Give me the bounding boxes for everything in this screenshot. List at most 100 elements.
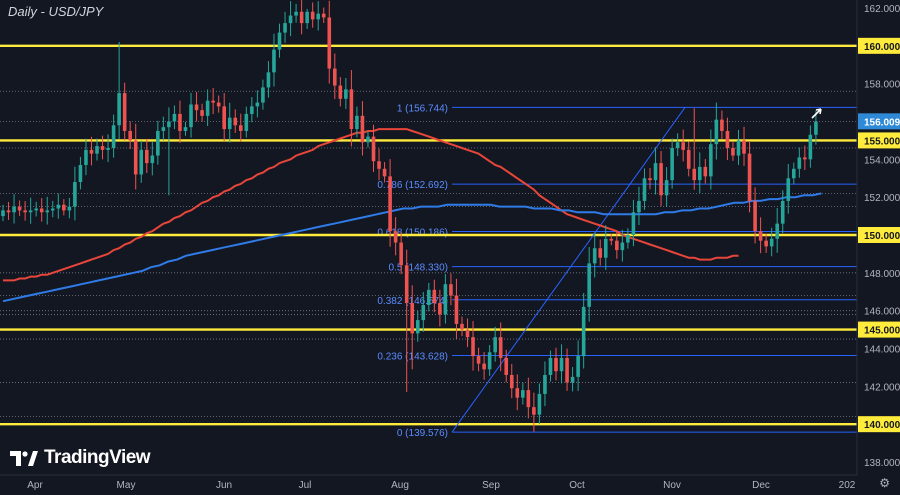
candle-body xyxy=(642,178,647,201)
sr-price-label: 155.000 xyxy=(864,136,900,147)
candle-body xyxy=(338,85,343,99)
candle-body xyxy=(111,125,116,148)
candle-body xyxy=(189,104,193,128)
candle-body xyxy=(709,144,713,177)
candle-body xyxy=(576,356,580,377)
fib-trend-line[interactable] xyxy=(451,107,686,433)
candle-body xyxy=(592,248,597,264)
candle-body xyxy=(23,210,27,213)
candle-body xyxy=(95,146,99,154)
candle-body xyxy=(769,238,774,247)
fib-level-label: 1 (156.744) xyxy=(397,103,448,114)
candle-body xyxy=(653,163,658,181)
candle-body xyxy=(703,166,708,177)
candle-body xyxy=(283,23,287,33)
candle-body xyxy=(681,142,685,150)
sr-price-label: 145.000 xyxy=(864,326,900,337)
candle-body xyxy=(39,208,44,213)
candle-body xyxy=(454,295,459,324)
candle-body xyxy=(244,113,249,131)
sr-price-tag xyxy=(858,321,900,338)
fib-level-label: 0.786 (152.692) xyxy=(377,180,448,191)
x-tick-label: Apr xyxy=(27,480,43,491)
ma-slow-line xyxy=(2,192,822,303)
candle-body xyxy=(344,89,348,99)
candle-body xyxy=(720,119,724,131)
candle-body xyxy=(78,165,83,183)
candle-body xyxy=(382,168,387,177)
candle-body xyxy=(675,142,680,148)
candle-body xyxy=(272,49,276,73)
candle-body xyxy=(222,106,226,130)
candle-body xyxy=(161,127,166,131)
x-tick-label: Aug xyxy=(391,480,409,491)
candle-body xyxy=(45,210,50,213)
candle-body xyxy=(747,153,752,201)
candle-body xyxy=(615,240,619,251)
sr-price-label: 150.000 xyxy=(864,231,900,242)
candle-body xyxy=(28,210,33,213)
candle-body xyxy=(620,242,625,251)
fib-level-label: 0.5 (148.330) xyxy=(389,263,449,274)
chart-title: Daily - USD/JPY xyxy=(8,4,104,19)
candle-body xyxy=(299,11,304,24)
candle-body xyxy=(349,89,354,130)
y-tick-label: 154.000 xyxy=(864,155,900,166)
candle-body xyxy=(150,155,155,164)
candle-body xyxy=(631,212,636,235)
candle-body xyxy=(443,284,448,315)
candle-body xyxy=(133,140,138,175)
candle-body xyxy=(200,110,204,116)
candle-body xyxy=(814,121,818,135)
candle-body xyxy=(62,204,66,211)
candle-body xyxy=(355,115,359,130)
candle-body xyxy=(106,147,110,150)
candle-body xyxy=(786,178,791,201)
candle-body xyxy=(211,100,215,103)
y-tick-label: 138.000 xyxy=(864,458,900,469)
fib-level-label: 0.618 (150.186) xyxy=(377,227,448,238)
sr-price-label: 140.000 xyxy=(864,420,900,431)
candle-body xyxy=(393,231,398,243)
candle-body xyxy=(482,363,486,370)
candle-body xyxy=(742,140,746,154)
candle-body xyxy=(216,102,221,107)
candle-body xyxy=(67,206,72,211)
candle-body xyxy=(775,223,779,239)
candle-body xyxy=(333,68,337,86)
candle-body xyxy=(609,238,614,241)
candle-body xyxy=(327,17,332,69)
candle-body xyxy=(493,337,497,353)
candle-body xyxy=(404,265,409,304)
candle-body xyxy=(559,357,564,372)
candle-body xyxy=(603,238,608,258)
candle-body xyxy=(12,206,16,213)
ma-fast-line xyxy=(3,128,739,282)
candle-body xyxy=(194,104,199,111)
candle-body xyxy=(543,374,547,394)
candle-body xyxy=(797,157,802,169)
y-tick-label: 148.000 xyxy=(864,269,900,280)
fib-level-label: 0 (139.576) xyxy=(397,428,448,439)
candle-body xyxy=(294,11,298,16)
candle-body xyxy=(122,93,127,131)
candle-body xyxy=(637,200,641,213)
candle-body xyxy=(305,11,309,24)
gear-icon[interactable]: ⚙ xyxy=(879,476,890,490)
candle-body xyxy=(587,263,591,307)
current-price-label: 156.009 xyxy=(864,117,900,128)
candle-body xyxy=(460,323,464,330)
candle-body xyxy=(465,329,470,338)
candle-body xyxy=(432,289,437,304)
candle-body xyxy=(471,337,475,357)
candle-body xyxy=(238,125,243,131)
candle-body xyxy=(288,15,293,24)
candle-body xyxy=(321,13,326,18)
candle-body xyxy=(167,121,171,128)
candle-body xyxy=(371,136,376,162)
x-tick-label: 202 xyxy=(839,480,856,491)
candle-body xyxy=(731,147,735,156)
candle-body xyxy=(487,352,492,370)
